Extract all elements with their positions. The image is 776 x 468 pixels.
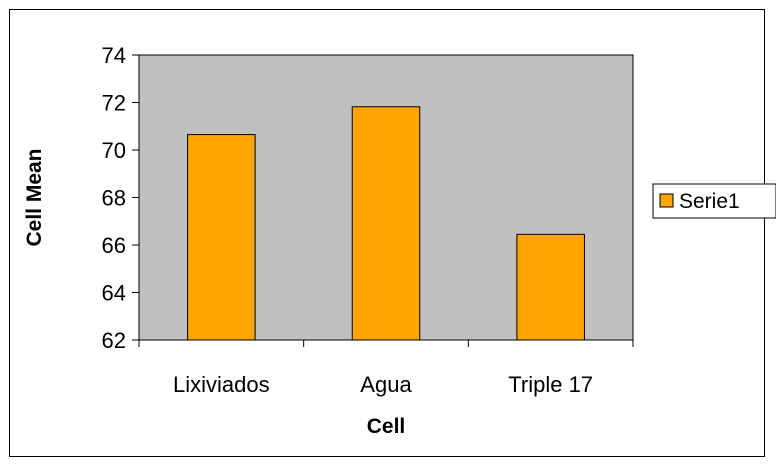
legend-label-serie1: Serie1 [679,190,740,213]
bar-triple-17 [516,233,585,341]
y-tick-label: 64 [102,281,126,306]
y-tick-label: 74 [102,43,126,68]
x-tick-label: Lixiviados [173,372,270,397]
y-axis-title: Cell Mean [23,148,46,246]
legend-box [652,183,776,219]
legend: Serie1 [652,183,776,219]
y-tick-label: 62 [102,328,126,353]
y-tick-label: 72 [102,91,126,116]
legend-swatch-serie1 [659,193,674,208]
x-axis-title: Cell [367,415,406,438]
y-axis: 62 64 66 68 70 72 74 [102,43,140,353]
bar-agua [351,106,421,341]
y-tick-label: 68 [102,186,126,211]
x-axis: Lixiviados Agua Triple 17 [138,339,634,397]
bars [187,106,585,341]
x-tick-label: Agua [360,372,412,397]
y-tick-label: 66 [102,233,126,258]
bar-lixiviados [187,134,256,341]
y-tick-label: 70 [102,138,126,163]
x-tick-label: Triple 17 [508,372,593,397]
